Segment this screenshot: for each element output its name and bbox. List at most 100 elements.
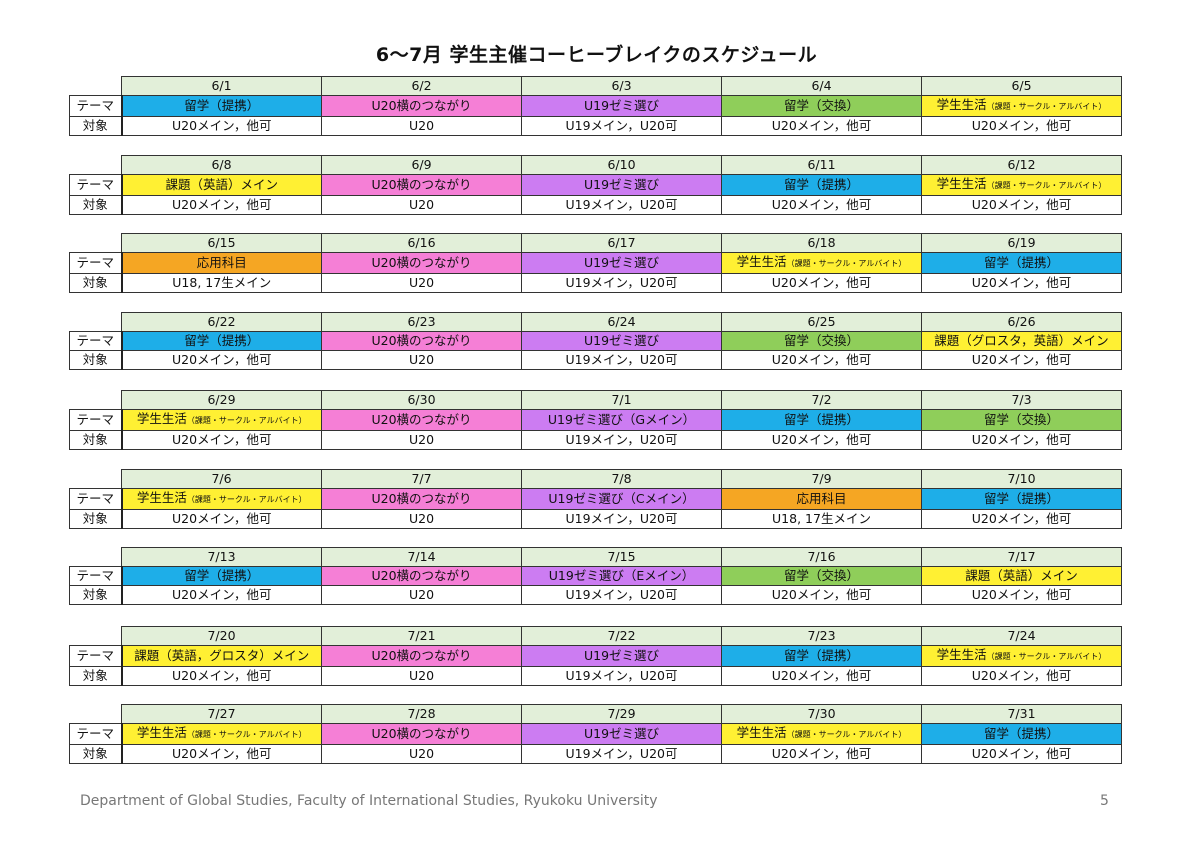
theme-cell: U20横のつながり: [321, 723, 522, 745]
theme-cell: 留学（提携）: [121, 330, 322, 351]
theme-text: U20横のつながり: [371, 568, 472, 583]
theme-cell: 学生生活（課題・サークル・アルバイト）: [121, 409, 322, 431]
target-cell: U20メイン，他可: [921, 273, 1122, 293]
target-cell: U20メイン，他可: [721, 194, 922, 215]
theme-text: U20横のつながり: [371, 332, 472, 348]
theme-text: U20横のつながり: [371, 647, 472, 663]
target-cell: U19メイン，U20可: [521, 430, 722, 450]
theme-subtext: （課題・サークル・アルバイト）: [186, 494, 307, 504]
theme-cell: 学生生活（課題・サークル・アルバイト）: [921, 644, 1122, 667]
corner-blank: [70, 312, 122, 331]
target-cell: U18, 17生メイン: [721, 508, 922, 529]
target-cell: U19メイン，U20可: [521, 116, 722, 136]
theme-label: テーマ: [69, 95, 123, 117]
theme-cell: U20横のつながり: [321, 252, 522, 274]
theme-label: テーマ: [69, 566, 123, 586]
theme-cell: 課題（英語）メイン: [121, 173, 322, 196]
target-cell: U20メイン，他可: [721, 273, 922, 293]
theme-cell: 留学（提携）: [721, 644, 922, 667]
theme-text: U20横のつながり: [371, 176, 472, 192]
corner-blank: [70, 626, 122, 645]
theme-cell: U19ゼミ選び: [521, 173, 722, 196]
date-row: 7/6 7/7 7/8 7/9 7/10: [70, 468, 1122, 489]
date-cell: 7/3: [921, 390, 1122, 410]
theme-row: テーマ 留学（提携） U20横のつながり U19ゼミ選び（Eメイン） 留学（交換） 課題（…: [69, 566, 1122, 586]
target-cell: U20メイン，他可: [121, 744, 322, 764]
date-cell: 7/28: [321, 704, 522, 724]
target-row: 対象 U18, 17生メイン U20 U19メイン，U20可 U20メイン，他可 U20メ…: [69, 273, 1122, 293]
theme-text: U19ゼミ選び（Cメイン）: [548, 490, 695, 506]
theme-cell: 学生生活（課題・サークル・アルバイト）: [121, 487, 322, 510]
theme-text: 学生生活: [936, 97, 987, 112]
theme-text: 留学（提携）: [983, 726, 1059, 741]
date-cell: 6/11: [721, 154, 922, 175]
target-cell: U19メイン，U20可: [521, 508, 722, 529]
date-cell: 7/14: [321, 547, 522, 567]
theme-cell: U20横のつながり: [321, 173, 522, 196]
theme-cell: U19ゼミ選び（Cメイン）: [521, 487, 722, 510]
theme-cell: 学生生活（課題・サークル・アルバイト）: [121, 723, 322, 745]
target-cell: U19メイン，U20可: [521, 585, 722, 605]
date-row: 6/29 6/30 7/1 7/2 7/3: [70, 390, 1122, 410]
theme-text: 学生生活: [136, 725, 187, 740]
theme-text: 学生生活: [936, 175, 987, 191]
target-cell: U19メイン，U20可: [521, 744, 722, 764]
date-row: 7/20 7/21 7/22 7/23 7/24: [70, 625, 1122, 646]
theme-cell: U20横のつながり: [321, 566, 522, 586]
target-cell: U20メイン，他可: [921, 349, 1122, 370]
theme-row: テーマ 応用科目 U20横のつながり U19ゼミ選び 学生生活（課題・サークル・アルバイ…: [69, 252, 1122, 274]
theme-cell: 学生生活（課題・サークル・アルバイト）: [721, 252, 922, 274]
theme-label: テーマ: [69, 644, 123, 667]
target-cell: U20: [321, 585, 522, 605]
theme-cell: U19ゼミ選び（Gメイン）: [521, 409, 722, 431]
date-cell: 6/25: [721, 311, 922, 332]
theme-label: テーマ: [69, 173, 123, 196]
week-block: 7/20 7/21 7/22 7/23 7/24 テーマ 課題（英語，グロスタ）メイン U20…: [69, 625, 1122, 705]
theme-row: テーマ 学生生活（課題・サークル・アルバイト） U20横のつながり U19ゼミ選び（C…: [69, 487, 1122, 510]
target-cell: U20: [321, 194, 522, 215]
target-cell: U18, 17生メイン: [121, 273, 322, 293]
theme-text: U19ゼミ選び: [583, 647, 660, 663]
theme-cell: U20横のつながり: [321, 95, 522, 117]
theme-cell: U20横のつながり: [321, 644, 522, 667]
date-cell: 6/30: [321, 390, 522, 410]
target-row: 対象 U20メイン，他可 U20 U19メイン，U20可 U18, 17生メイン U20メ…: [69, 508, 1122, 529]
theme-cell: U19ゼミ選び: [521, 95, 722, 117]
target-cell: U19メイン，U20可: [521, 194, 722, 215]
target-cell: U19メイン，U20可: [521, 665, 722, 686]
theme-text: U19ゼミ選び（Eメイン）: [548, 568, 695, 583]
theme-subtext: （課題・サークル・アルバイト）: [186, 730, 307, 739]
theme-text: 留学（提携）: [783, 412, 859, 427]
theme-subtext: （課題・サークル・アルバイト）: [986, 180, 1107, 190]
target-cell: U20メイン，他可: [721, 349, 922, 370]
theme-text: U20横のつながり: [371, 726, 472, 741]
date-cell: 7/29: [521, 704, 722, 724]
theme-cell: 学生生活（課題・サークル・アルバイト）: [721, 723, 922, 745]
theme-cell: 応用科目: [721, 487, 922, 510]
date-cell: 7/16: [721, 547, 922, 567]
date-cell: 7/8: [521, 468, 722, 489]
theme-text: 学生生活: [136, 489, 187, 505]
date-cell: 6/12: [921, 154, 1122, 175]
date-cell: 6/18: [721, 233, 922, 253]
theme-cell: 留学（提携）: [721, 173, 922, 196]
theme-cell: U20横のつながり: [321, 330, 522, 351]
corner-blank: [70, 391, 122, 410]
date-cell: 6/3: [521, 76, 722, 96]
target-cell: U20メイン，他可: [121, 508, 322, 529]
theme-text: 学生生活: [736, 725, 787, 740]
date-cell: 7/22: [521, 625, 722, 646]
theme-cell: U20横のつながり: [321, 487, 522, 510]
target-cell: U20: [321, 273, 522, 293]
target-cell: U20: [321, 508, 522, 529]
date-row: 6/15 6/16 6/17 6/18 6/19: [70, 233, 1122, 253]
theme-cell: 学生生活（課題・サークル・アルバイト）: [921, 173, 1122, 196]
week-table: 7/13 7/14 7/15 7/16 7/17 テーマ 留学（提携） U20横のつながり U1…: [69, 547, 1122, 605]
target-label: 対象: [69, 744, 123, 764]
week-table: 6/29 6/30 7/1 7/2 7/3 テーマ 学生生活（課題・サークル・アルバイト） U…: [69, 390, 1122, 450]
date-row: 6/8 6/9 6/10 6/11 6/12: [70, 154, 1122, 175]
week-table: 7/20 7/21 7/22 7/23 7/24 テーマ 課題（英語，グロスタ）メイン U20…: [69, 625, 1122, 686]
theme-text: 留学（提携）: [184, 568, 260, 583]
target-cell: U20メイン，他可: [121, 665, 322, 686]
theme-row: テーマ 留学（提携） U20横のつながり U19ゼミ選び 留学（交換） 課題（グロスタ，英…: [69, 330, 1122, 351]
